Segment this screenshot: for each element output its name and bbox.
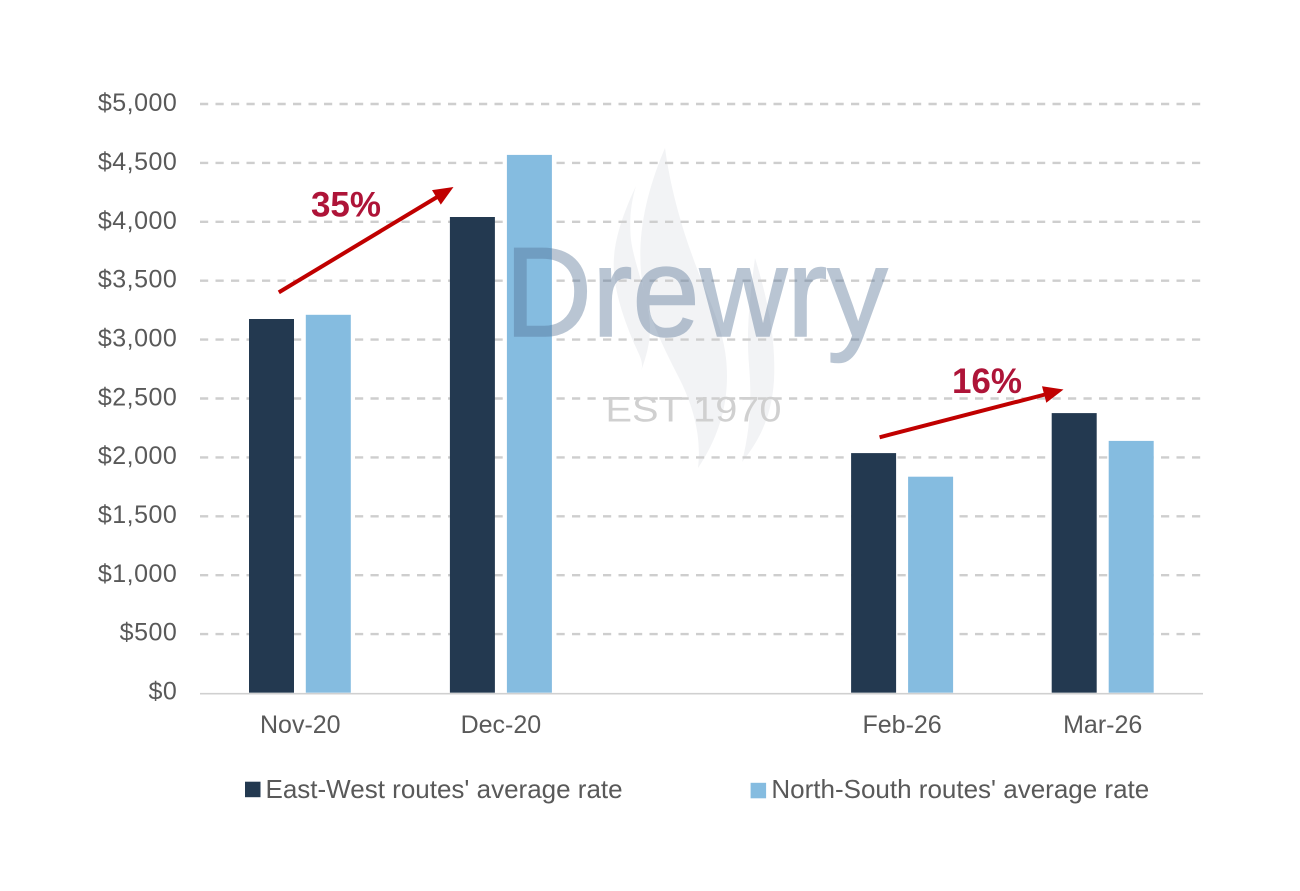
svg-text:North-South routes' average ra: North-South routes' average rate <box>771 774 1149 804</box>
svg-text:$2,000: $2,000 <box>98 442 177 470</box>
svg-text:Nov-20: Nov-20 <box>260 711 341 739</box>
svg-text:Dec-20: Dec-20 <box>461 711 542 739</box>
svg-text:$4,500: $4,500 <box>98 148 177 176</box>
svg-text:East-West routes' average rate: East-West routes' average rate <box>266 774 623 804</box>
svg-text:$3,500: $3,500 <box>98 266 177 294</box>
svg-text:35%: 35% <box>311 186 381 225</box>
svg-text:$2,500: $2,500 <box>98 383 177 411</box>
svg-text:EST 1970: EST 1970 <box>606 391 782 430</box>
svg-text:Mar-26: Mar-26 <box>1063 711 1142 739</box>
svg-text:$5,000: $5,000 <box>98 89 177 117</box>
svg-text:$0: $0 <box>148 678 177 706</box>
svg-text:$500: $500 <box>120 619 178 647</box>
svg-text:$4,000: $4,000 <box>98 207 177 235</box>
svg-text:Drewry: Drewry <box>505 221 888 363</box>
svg-text:Feb-26: Feb-26 <box>862 711 941 739</box>
svg-text:$1,000: $1,000 <box>98 560 177 588</box>
svg-text:$1,500: $1,500 <box>98 501 177 529</box>
svg-text:16%: 16% <box>952 362 1022 401</box>
svg-text:$3,000: $3,000 <box>98 325 177 353</box>
